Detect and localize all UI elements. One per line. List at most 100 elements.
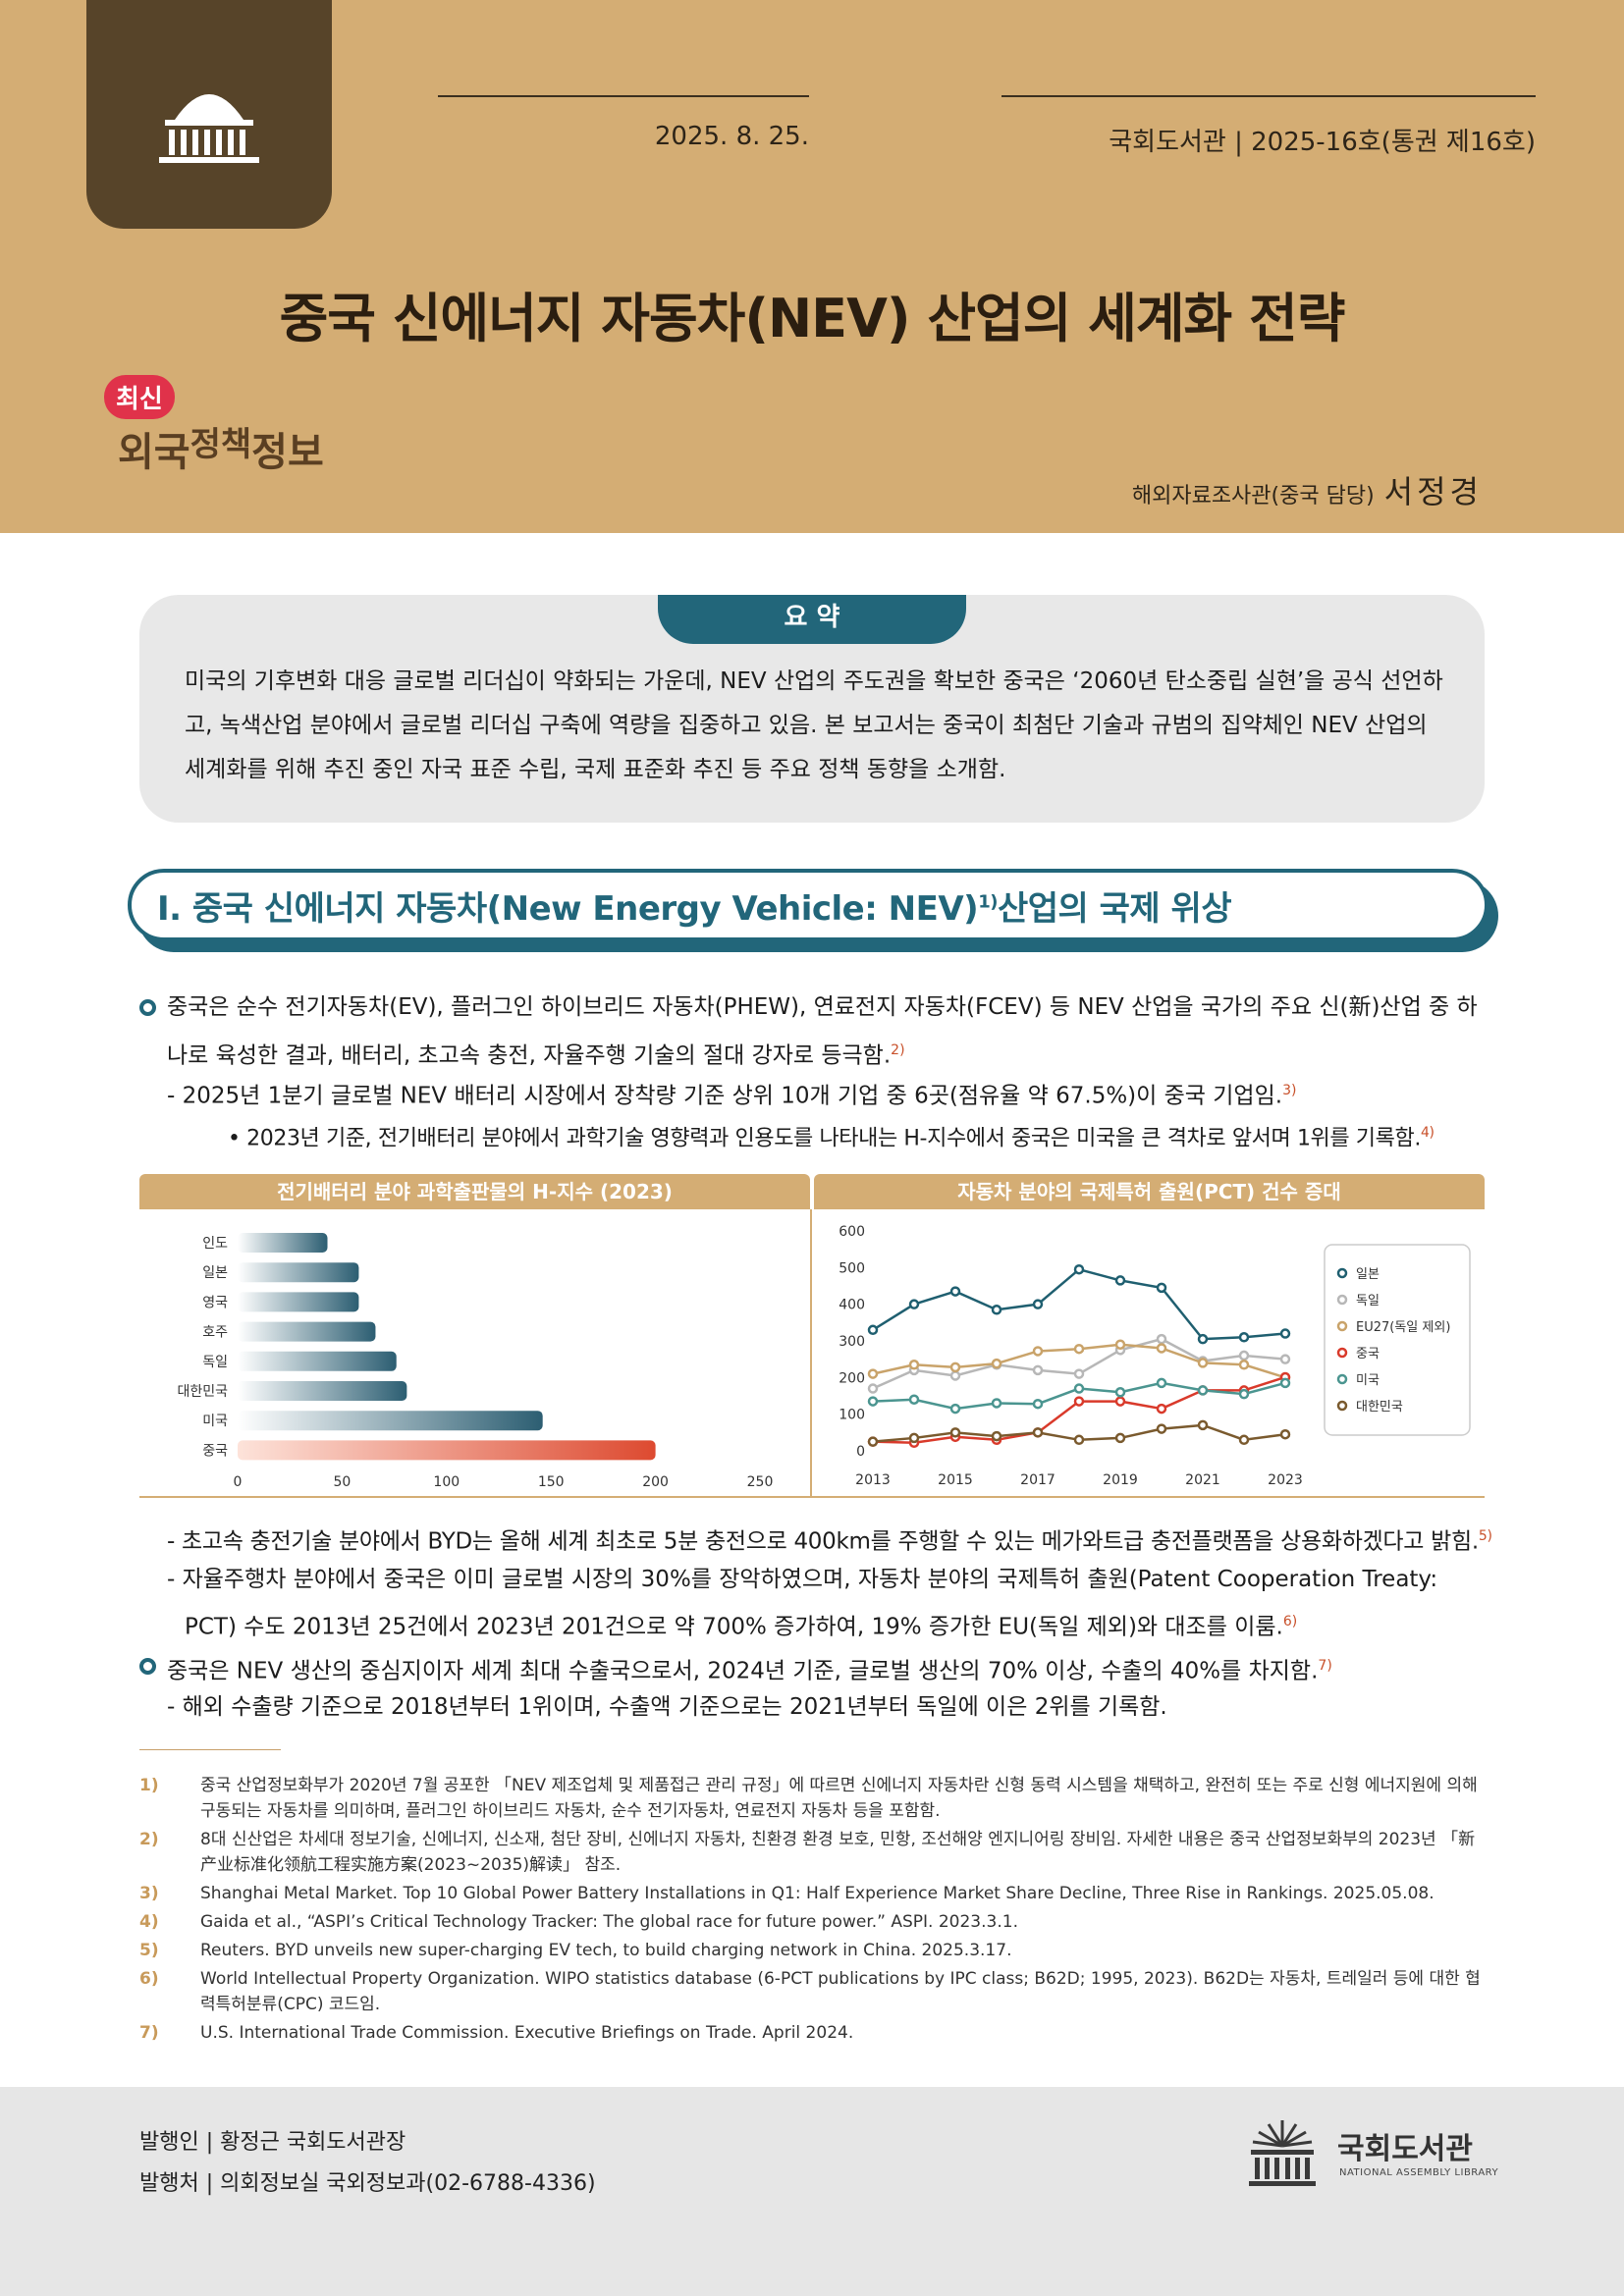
legend-label: 일본 [1356, 1267, 1380, 1282]
bar-x-tick-label: 50 [333, 1474, 351, 1490]
data-point [1156, 1333, 1167, 1345]
author-role: 해외자료조사관(중국 담당) [1131, 484, 1375, 508]
data-point [1238, 1332, 1250, 1343]
data-point [949, 1427, 961, 1438]
bar [238, 1411, 543, 1431]
footnote-number: 5) [139, 1941, 159, 1960]
legend-marker [1336, 1347, 1348, 1359]
data-point [1032, 1299, 1044, 1309]
sub-item-2-text: • 2023년 기준, 전기배터리 분야에서 과학기술 영향력과 인용도를 나타… [228, 1126, 1421, 1151]
footnote-ref: 5) [1478, 1528, 1492, 1544]
bar-category-label: 미국 [202, 1414, 228, 1429]
footnote-number: 2) [139, 1830, 159, 1849]
bar [238, 1321, 376, 1342]
assembly-logo-tab [86, 0, 332, 229]
bullet-2-text: 중국은 NEV 생산의 중심지이자 세계 최대 수출국으로서, 2024년 기준… [167, 1658, 1319, 1684]
data-point [1073, 1396, 1085, 1407]
footnote-text: World Intellectual Property Organization… [200, 1969, 1481, 2014]
brand-badge: 최신 [104, 375, 175, 419]
legend-label: 중국 [1356, 1347, 1380, 1362]
bullet-1: 중국은 순수 전기자동차(EV), 플러그인 하이브리드 자동차(PHEW), … [139, 986, 1494, 1078]
data-point [1197, 1333, 1209, 1345]
footnote-text: U.S. International Trade Commission. Exe… [200, 2023, 854, 2043]
data-point [1156, 1343, 1167, 1354]
library-name-en: NATIONAL ASSEMBLY LIBRARY [1339, 2167, 1499, 2178]
data-point [1073, 1263, 1085, 1275]
legend-marker [1336, 1294, 1348, 1306]
series-brand: 최신 외국정책정보 [98, 375, 393, 483]
data-point [867, 1396, 879, 1407]
section-title-main: Ⅰ. 중국 신에너지 자동차(New Energy Vehicle: NEV) [157, 889, 979, 929]
footnotes: 1) 중국 산업정보화부가 2020년 7월 공포한 「NEV 제조업체 및 제품… [139, 1773, 1485, 2049]
footnote-5: 5) Reuters. BYD unveils new super-chargin… [139, 1938, 1485, 1963]
data-point [991, 1305, 1002, 1315]
sub-item-4: - 자율주행차 분야에서 중국은 이미 글로벌 시장의 30%를 장악하였으며,… [167, 1559, 1492, 1649]
data-point [867, 1324, 879, 1336]
data-point [1114, 1432, 1126, 1444]
bar-category-label: 대한민국 [177, 1384, 228, 1400]
chart-bottom-rule [139, 1496, 1485, 1498]
line-x-tick-label: 2019 [1103, 1472, 1138, 1488]
data-point [1114, 1396, 1126, 1407]
section-title-footnote: 1) [978, 891, 998, 913]
data-point [991, 1358, 1002, 1369]
bar-x-tick-label: 150 [538, 1474, 565, 1490]
line-chart: 0 100 200 300 400 500 600 2013 2015 2017 2019 2021 2… [814, 1209, 1485, 1496]
bullet-1-text: 중국은 순수 전기자동차(EV), 플러그인 하이브리드 자동차(PHEW), … [167, 994, 1478, 1069]
footnote-number: 6) [139, 1969, 159, 1989]
bar-x-tick-label: 0 [234, 1474, 243, 1490]
footnote-text: Gaida et al., “ASPI’s Critical Technolog… [200, 1912, 1018, 1932]
sub-item-2: • 2023년 기준, 전기배터리 분야에서 과학기술 영향력과 인용도를 나타… [228, 1112, 1494, 1159]
brand-text-b: 정책 [189, 425, 252, 464]
footnote-number: 3) [139, 1884, 159, 1903]
data-point [1279, 1377, 1291, 1389]
series-line [872, 1267, 1286, 1341]
summary-label: 요 약 [658, 595, 966, 644]
data-point [1156, 1282, 1167, 1294]
data-point [908, 1299, 920, 1309]
data-point [1197, 1385, 1209, 1396]
data-point [1238, 1350, 1250, 1362]
data-point [1114, 1387, 1126, 1398]
footnote-text: 중국 산업정보화부가 2020년 7월 공포한 「NEV 제조업체 및 제품접근… [200, 1776, 1478, 1821]
line-x-tick-label: 2015 [938, 1472, 973, 1488]
bar [238, 1233, 328, 1253]
line-y-tick-label: 200 [839, 1370, 865, 1386]
data-point [1114, 1275, 1126, 1286]
data-point [1238, 1360, 1250, 1370]
line-y-tick-label: 100 [839, 1408, 865, 1423]
circle-bullet-icon [139, 999, 156, 1016]
footnote-ref: 4) [1420, 1125, 1435, 1141]
line-chart-title: 자동차 분야의 국제특허 출원(PCT) 건수 증대 [814, 1174, 1485, 1209]
bar-chart: 인도 일본 영국 호주 독일 대한민국 미국 중국 0 50 100 150 200 250 [139, 1209, 810, 1496]
library-name: 국회도서관 [1337, 2132, 1473, 2166]
publisher: 발행인 | 황정근 국회도서관장 [139, 2130, 406, 2155]
sub-item-1-text: - 2025년 1분기 글로벌 NEV 배터리 시장에서 장착량 기준 상위 1… [167, 1083, 1283, 1109]
legend-marker [1336, 1373, 1348, 1385]
line-y-tick-label: 600 [839, 1224, 865, 1240]
summary-text: 미국의 기후변화 대응 글로벌 리더십이 약화되는 가운데, NEV 산업의 주… [185, 668, 1443, 782]
header-rule-left [438, 95, 809, 97]
bar [238, 1381, 407, 1401]
line-y-tick-label: 500 [839, 1260, 865, 1276]
legend-label: 독일 [1356, 1294, 1380, 1308]
data-point [1238, 1434, 1250, 1446]
footnote-text: Reuters. BYD unveils new super-charging … [200, 1941, 1012, 1960]
library-logo: 국회도서관 NATIONAL ASSEMBLY LIBRARY [1243, 2110, 1498, 2199]
data-point [1156, 1377, 1167, 1389]
data-point [1032, 1398, 1044, 1410]
page-title: 중국 신에너지 자동차(NEV) 산업의 세계화 전략 [279, 288, 1346, 349]
bar-category-label: 중국 [202, 1443, 228, 1459]
legend-label: 미국 [1356, 1373, 1380, 1388]
bar [238, 1351, 397, 1371]
header-rule-right [1001, 95, 1536, 97]
footnote-3: 3) Shanghai Metal Market. Top 10 Global P… [139, 1881, 1485, 1906]
data-point [1279, 1354, 1291, 1364]
data-point [949, 1370, 961, 1381]
bar-x-tick-label: 250 [747, 1474, 774, 1490]
footer-band [0, 2087, 1624, 2296]
data-point [1279, 1428, 1291, 1440]
bullet-2: 중국은 NEV 생산의 중심지이자 세계 최대 수출국으로서, 2024년 기준… [139, 1644, 1494, 1693]
data-point [1197, 1358, 1209, 1368]
data-point [867, 1436, 879, 1447]
